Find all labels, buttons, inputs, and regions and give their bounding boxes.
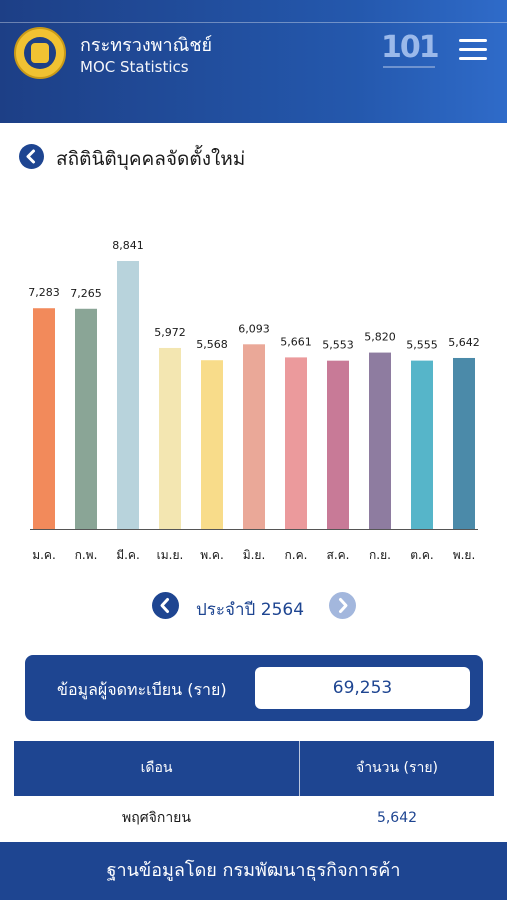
bar-8 — [369, 352, 391, 529]
category-label: มิ.ย. — [243, 548, 266, 562]
bar-value-label: 8,841 — [112, 239, 144, 252]
bar-value-label: 5,820 — [364, 331, 396, 344]
bar-0 — [33, 308, 55, 529]
menu-line — [459, 48, 487, 51]
previous-year-button[interactable] — [152, 592, 179, 619]
category-label: ก.ย. — [369, 548, 391, 562]
bar-4 — [201, 360, 223, 529]
chevron-left-icon — [26, 149, 35, 164]
bar-1 — [75, 308, 97, 529]
bar-2 — [117, 261, 139, 529]
bar-value-label: 5,972 — [154, 326, 186, 339]
header-divider — [299, 741, 300, 796]
table-header: เดือน จำนวน (ราย) — [14, 741, 494, 796]
bar-10 — [453, 357, 475, 529]
category-label: เม.ย. — [157, 548, 184, 562]
back-button[interactable] — [19, 144, 44, 169]
category-label: ก.พ. — [75, 548, 98, 562]
bar-value-label: 5,555 — [406, 339, 438, 352]
bar-6 — [285, 357, 307, 529]
bar-value-label: 7,265 — [70, 287, 102, 300]
category-label: พ.ย. — [453, 548, 476, 562]
badge-101-text: 101 — [381, 30, 440, 65]
bar-value-label: 5,553 — [322, 339, 354, 352]
chart-canvas: 7,283 ม.ค. 7,265 ก.พ. 8,841 มี.ค. 5,972 เม.ย. 5,… — [28, 239, 480, 562]
category-label: มี.ค. — [116, 548, 140, 562]
year-navigation: ประจำปี 2564 — [0, 590, 507, 624]
bar-value-label: 5,642 — [448, 336, 480, 349]
badge-101-logo: 101 — [381, 30, 440, 74]
badge-underline — [383, 66, 435, 68]
menu-line — [459, 39, 487, 42]
category-label: พ.ค. — [200, 548, 224, 562]
app-header: กระทรวงพาณิชย์ MOC Statistics 101 — [0, 0, 507, 123]
org-name-english: MOC Statistics — [80, 58, 189, 76]
bar-value-label: 7,283 — [28, 286, 60, 299]
header-divider — [0, 22, 507, 23]
registration-summary: ข้อมูลผู้จดทะเบียน (ราย) 69,253 — [25, 655, 483, 721]
footer-source: ฐานข้อมูลโดย กรมพัฒนาธุรกิจการค้า — [0, 842, 507, 900]
menu-line — [459, 57, 487, 60]
next-year-button[interactable] — [329, 592, 356, 619]
org-name-thai: กระทรวงพาณิชย์ — [80, 35, 213, 56]
category-label: ต.ค. — [410, 548, 433, 562]
row-month: พฤศจิกายน — [122, 810, 191, 826]
bar-3 — [159, 347, 181, 529]
bar-value-label: 6,093 — [238, 322, 270, 335]
row-count: 5,642 — [376, 810, 418, 826]
column-header-month: เดือน — [140, 760, 173, 776]
logo-emblem-icon — [31, 43, 49, 63]
bar-7 — [327, 360, 349, 529]
category-label: ก.ค. — [285, 548, 308, 562]
monthly-bar-chart: 7,283 ม.ค. 7,265 ก.พ. 8,841 มี.ค. 5,972 เม.ย. 5,… — [0, 220, 507, 570]
bar-9 — [411, 360, 433, 529]
bar-5 — [243, 344, 265, 529]
category-label: ส.ค. — [327, 548, 350, 562]
bar-value-label: 5,661 — [280, 335, 312, 348]
chevron-left-icon — [160, 598, 169, 613]
year-label: ประจำปี 2564 — [196, 600, 305, 620]
ministry-logo — [14, 27, 66, 79]
chevron-right-icon — [339, 598, 348, 613]
bar-value-label: 5,568 — [196, 338, 228, 351]
summary-label: ข้อมูลผู้จดทะเบียน (ราย) — [57, 680, 227, 699]
category-label: ม.ค. — [32, 548, 56, 562]
table-row: พฤศจิกายน 5,642 — [14, 796, 494, 840]
monthly-table: เดือน จำนวน (ราย) พฤศจิกายน 5,642 — [14, 741, 494, 840]
column-header-count: จำนวน (ราย) — [355, 760, 439, 776]
hamburger-menu-icon[interactable] — [459, 39, 487, 61]
summary-value: 69,253 — [255, 667, 470, 709]
page-title: สถิตินิติบุคคลจัดตั้งใหม่ — [56, 148, 246, 170]
